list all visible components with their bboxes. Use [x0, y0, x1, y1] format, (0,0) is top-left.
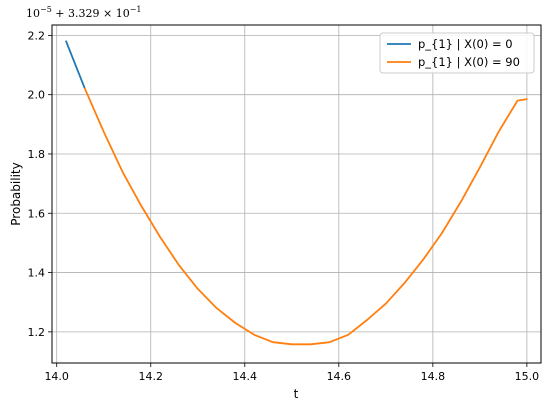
x-tick-label: 14.8 [421, 370, 446, 383]
x-tick-label: 14.6 [327, 370, 352, 383]
y-tick-label: 1.4 [28, 267, 46, 280]
offset-prefix-exp: −5 [40, 5, 52, 14]
series-line-1 [84, 87, 528, 346]
offset-middle: + 3.329 × 10 [52, 7, 130, 20]
series-line-0 [65, 40, 86, 90]
y-tick-label: 1.6 [28, 207, 46, 220]
legend: p_{1} | X(0) = 0 p_{1} | X(0) = 90 [379, 32, 535, 74]
x-tick-label: 14.0 [44, 370, 69, 383]
legend-label-series-0: p_{1} | X(0) = 0 [418, 37, 513, 51]
ticks: 14.0 14.2 14.4 14.6 14.8 15.0 1.2 1.4 1.6 1.8 2.0 2… [28, 29, 540, 383]
y-tick-label: 2.0 [28, 89, 46, 102]
y-tick-label: 2.2 [28, 29, 46, 42]
x-tick-label: 15.0 [515, 370, 540, 383]
offset-prefix: 10 [26, 7, 40, 20]
x-tick-label: 14.4 [233, 370, 258, 383]
y-axis-label: Probability [9, 162, 23, 225]
legend-box [379, 32, 535, 74]
y-tick-label: 1.8 [28, 148, 46, 161]
series-layer [65, 40, 528, 346]
x-axis-label: t [294, 387, 299, 401]
legend-label-series-1: p_{1} | X(0) = 90 [418, 55, 520, 69]
x-tick-label: 14.2 [138, 370, 163, 383]
offset-suffix-exp: −1 [130, 5, 142, 14]
y-tick-label: 1.2 [28, 326, 46, 339]
grid [52, 25, 541, 363]
offset-label: 10−5 + 3.329 × 10−1 [26, 5, 142, 20]
plot-frame [51, 24, 542, 364]
